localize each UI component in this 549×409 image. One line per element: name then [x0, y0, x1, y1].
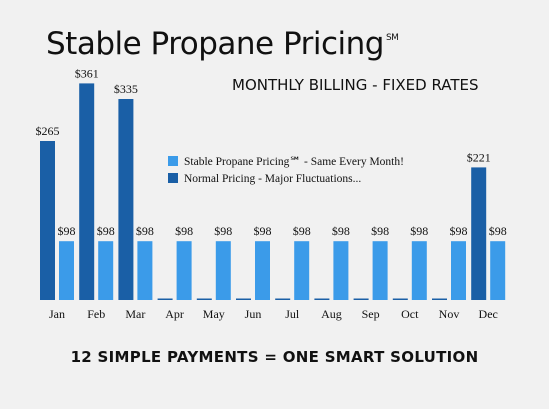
- legend-label-stable: Stable Propane Pricing℠ - Same Every Mon…: [184, 156, 404, 168]
- bar-normal-feb: [79, 83, 95, 301]
- data-label-stable-apr: $98: [175, 224, 193, 238]
- bar-normal-sep: [353, 298, 369, 300]
- data-label-stable-feb: $98: [97, 224, 115, 238]
- bar-normal-dec: [471, 167, 487, 300]
- bar-stable-aug: [333, 241, 349, 300]
- chart-title: Stable Propane Pricing SM: [46, 26, 399, 62]
- data-label-stable-mar: $98: [136, 224, 154, 238]
- bar-stable-oct: [411, 241, 427, 300]
- x-tick-label-aug: Aug: [321, 307, 342, 321]
- chart-subtitle: MONTHLY BILLING - FIXED RATES: [232, 76, 479, 94]
- bar-stable-sep: [372, 241, 388, 300]
- bar-stable-nov: [451, 241, 466, 300]
- legend-swatch-stable: [168, 156, 178, 166]
- data-label-normal-feb: $361: [75, 66, 99, 80]
- bar-stable-apr: [176, 241, 192, 300]
- bar-normal-may: [196, 298, 212, 300]
- bar-normal-aug: [314, 298, 330, 300]
- data-label-stable-may: $98: [214, 224, 232, 238]
- bar-stable-feb: [98, 241, 114, 300]
- data-label-stable-nov: $98: [450, 224, 468, 238]
- bar-normal-nov: [432, 298, 447, 300]
- bar-normal-mar: [118, 99, 134, 300]
- x-tick-label-nov: Nov: [439, 307, 460, 321]
- data-label-stable-dec: $98: [489, 224, 507, 238]
- bar-stable-dec: [490, 241, 506, 300]
- x-tick-label-jun: Jun: [245, 307, 262, 321]
- bar-stable-jul: [294, 241, 310, 300]
- x-tick-label-dec: Dec: [479, 307, 498, 321]
- x-tick-label-jul: Jul: [285, 307, 300, 321]
- footer-tagline: 12 SIMPLE PAYMENTS = ONE SMART SOLUTION: [70, 348, 479, 366]
- bar-normal-oct: [392, 298, 408, 300]
- data-label-stable-jun: $98: [254, 224, 272, 238]
- bar-stable-jan: [59, 241, 74, 300]
- x-tick-label-sep: Sep: [362, 307, 380, 321]
- data-label-stable-sep: $98: [371, 224, 389, 238]
- bar-stable-may: [215, 241, 231, 300]
- data-label-stable-jan: $98: [58, 224, 76, 238]
- x-tick-label-feb: Feb: [87, 307, 105, 321]
- data-label-stable-oct: $98: [410, 224, 428, 238]
- data-label-normal-mar: $335: [114, 82, 138, 96]
- bar-normal-jun: [236, 298, 251, 300]
- bar-normal-apr: [157, 298, 173, 300]
- x-tick-label-apr: Apr: [165, 307, 184, 321]
- x-tick-label-oct: Oct: [401, 307, 419, 321]
- legend-swatch-normal: [168, 173, 178, 183]
- x-tick-label-jan: Jan: [49, 307, 65, 321]
- bar-normal-jul: [275, 298, 291, 300]
- bar-stable-jun: [255, 241, 270, 300]
- x-tick-label-may: May: [203, 307, 225, 321]
- bar-normal-jan: [40, 141, 55, 300]
- data-label-stable-aug: $98: [332, 224, 350, 238]
- data-label-normal-dec: $221: [467, 150, 491, 164]
- data-label-normal-jan: $265: [36, 124, 60, 138]
- chart-title-text: Stable Propane Pricing: [46, 26, 384, 62]
- legend-label-normal: Normal Pricing - Major Fluctuations...: [184, 173, 361, 185]
- x-tick-label-mar: Mar: [125, 307, 145, 321]
- bar-stable-mar: [137, 241, 153, 300]
- service-mark: SM: [385, 33, 399, 43]
- data-label-stable-jul: $98: [293, 224, 311, 238]
